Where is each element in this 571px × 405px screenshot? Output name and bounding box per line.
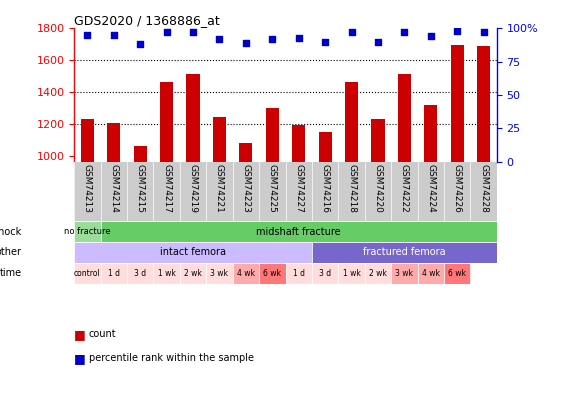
Bar [266, 108, 279, 162]
Point [347, 29, 356, 36]
Text: GSM74222: GSM74222 [400, 164, 409, 212]
Bar [338, 263, 365, 284]
Bar [127, 263, 154, 284]
Bar [81, 119, 94, 162]
Point [373, 38, 383, 45]
Text: 2 wk: 2 wk [369, 269, 387, 277]
Bar [292, 124, 305, 162]
Bar [74, 242, 312, 263]
Point [294, 34, 303, 41]
Text: GSM74214: GSM74214 [109, 164, 118, 213]
Point [268, 36, 277, 42]
Bar [451, 45, 464, 162]
Text: GSM74224: GSM74224 [426, 164, 435, 212]
Text: midshaft fracture: midshaft fracture [256, 226, 341, 237]
Point [479, 29, 488, 36]
Text: GSM74216: GSM74216 [320, 164, 329, 213]
Text: GSM74219: GSM74219 [188, 164, 198, 213]
Bar [206, 263, 233, 284]
Text: 1 d: 1 d [293, 269, 305, 277]
Text: control: control [74, 269, 101, 277]
Text: 6 wk: 6 wk [448, 269, 466, 277]
Point [320, 38, 329, 45]
Text: GSM74227: GSM74227 [294, 164, 303, 213]
Bar [365, 263, 391, 284]
Point [426, 33, 435, 40]
Text: GSM74225: GSM74225 [268, 164, 277, 213]
Text: GDS2020 / 1368886_at: GDS2020 / 1368886_at [74, 14, 220, 27]
Text: time: time [0, 268, 22, 278]
Text: count: count [89, 329, 116, 339]
Bar [74, 221, 100, 242]
Text: 1 d: 1 d [108, 269, 120, 277]
Bar [312, 242, 497, 263]
Text: 1 wk: 1 wk [158, 269, 176, 277]
Bar [154, 263, 180, 284]
Bar [312, 263, 338, 284]
Text: 3 d: 3 d [134, 269, 146, 277]
Point [242, 40, 251, 46]
Point [162, 29, 171, 36]
Bar [417, 263, 444, 284]
Text: GSM74220: GSM74220 [373, 164, 383, 213]
Text: ■: ■ [74, 352, 86, 365]
Bar [424, 104, 437, 162]
Bar [259, 263, 286, 284]
Text: shock: shock [0, 226, 22, 237]
Bar [134, 146, 147, 162]
Text: percentile rank within the sample: percentile rank within the sample [89, 354, 254, 363]
Bar [444, 263, 471, 284]
Text: intact femora: intact femora [160, 247, 226, 257]
Bar [239, 143, 252, 162]
Bar [107, 123, 120, 162]
Text: GSM74228: GSM74228 [479, 164, 488, 213]
Point [136, 41, 145, 48]
Bar [391, 263, 417, 284]
Bar [319, 132, 332, 162]
Text: GSM74213: GSM74213 [83, 164, 92, 213]
Bar [100, 263, 127, 284]
Text: 4 wk: 4 wk [237, 269, 255, 277]
Bar [180, 263, 206, 284]
Text: ■: ■ [74, 328, 86, 341]
Text: no fracture: no fracture [64, 227, 111, 236]
Text: 3 d: 3 d [319, 269, 331, 277]
Bar [233, 263, 259, 284]
Text: 2 wk: 2 wk [184, 269, 202, 277]
Text: GSM74217: GSM74217 [162, 164, 171, 213]
Point [215, 36, 224, 42]
Bar [477, 46, 490, 162]
Point [188, 29, 198, 36]
Bar [286, 263, 312, 284]
Bar [160, 82, 173, 162]
Text: fractured femora: fractured femora [363, 247, 445, 257]
Bar [371, 119, 384, 162]
Bar [398, 75, 411, 162]
Text: 3 wk: 3 wk [395, 269, 413, 277]
Text: 1 wk: 1 wk [343, 269, 360, 277]
Bar [74, 263, 100, 284]
Text: GSM74226: GSM74226 [453, 164, 462, 213]
Text: 6 wk: 6 wk [263, 269, 282, 277]
Point [400, 29, 409, 36]
Text: GSM74223: GSM74223 [242, 164, 251, 213]
Text: GSM74218: GSM74218 [347, 164, 356, 213]
Point [453, 28, 462, 34]
Text: 4 wk: 4 wk [422, 269, 440, 277]
Point [83, 32, 92, 38]
Point [109, 32, 118, 38]
Bar [345, 82, 358, 162]
Bar [187, 75, 200, 162]
Text: GSM74215: GSM74215 [136, 164, 145, 213]
Bar [213, 117, 226, 162]
Text: GSM74221: GSM74221 [215, 164, 224, 213]
Text: other: other [0, 247, 22, 257]
Text: 3 wk: 3 wk [211, 269, 228, 277]
